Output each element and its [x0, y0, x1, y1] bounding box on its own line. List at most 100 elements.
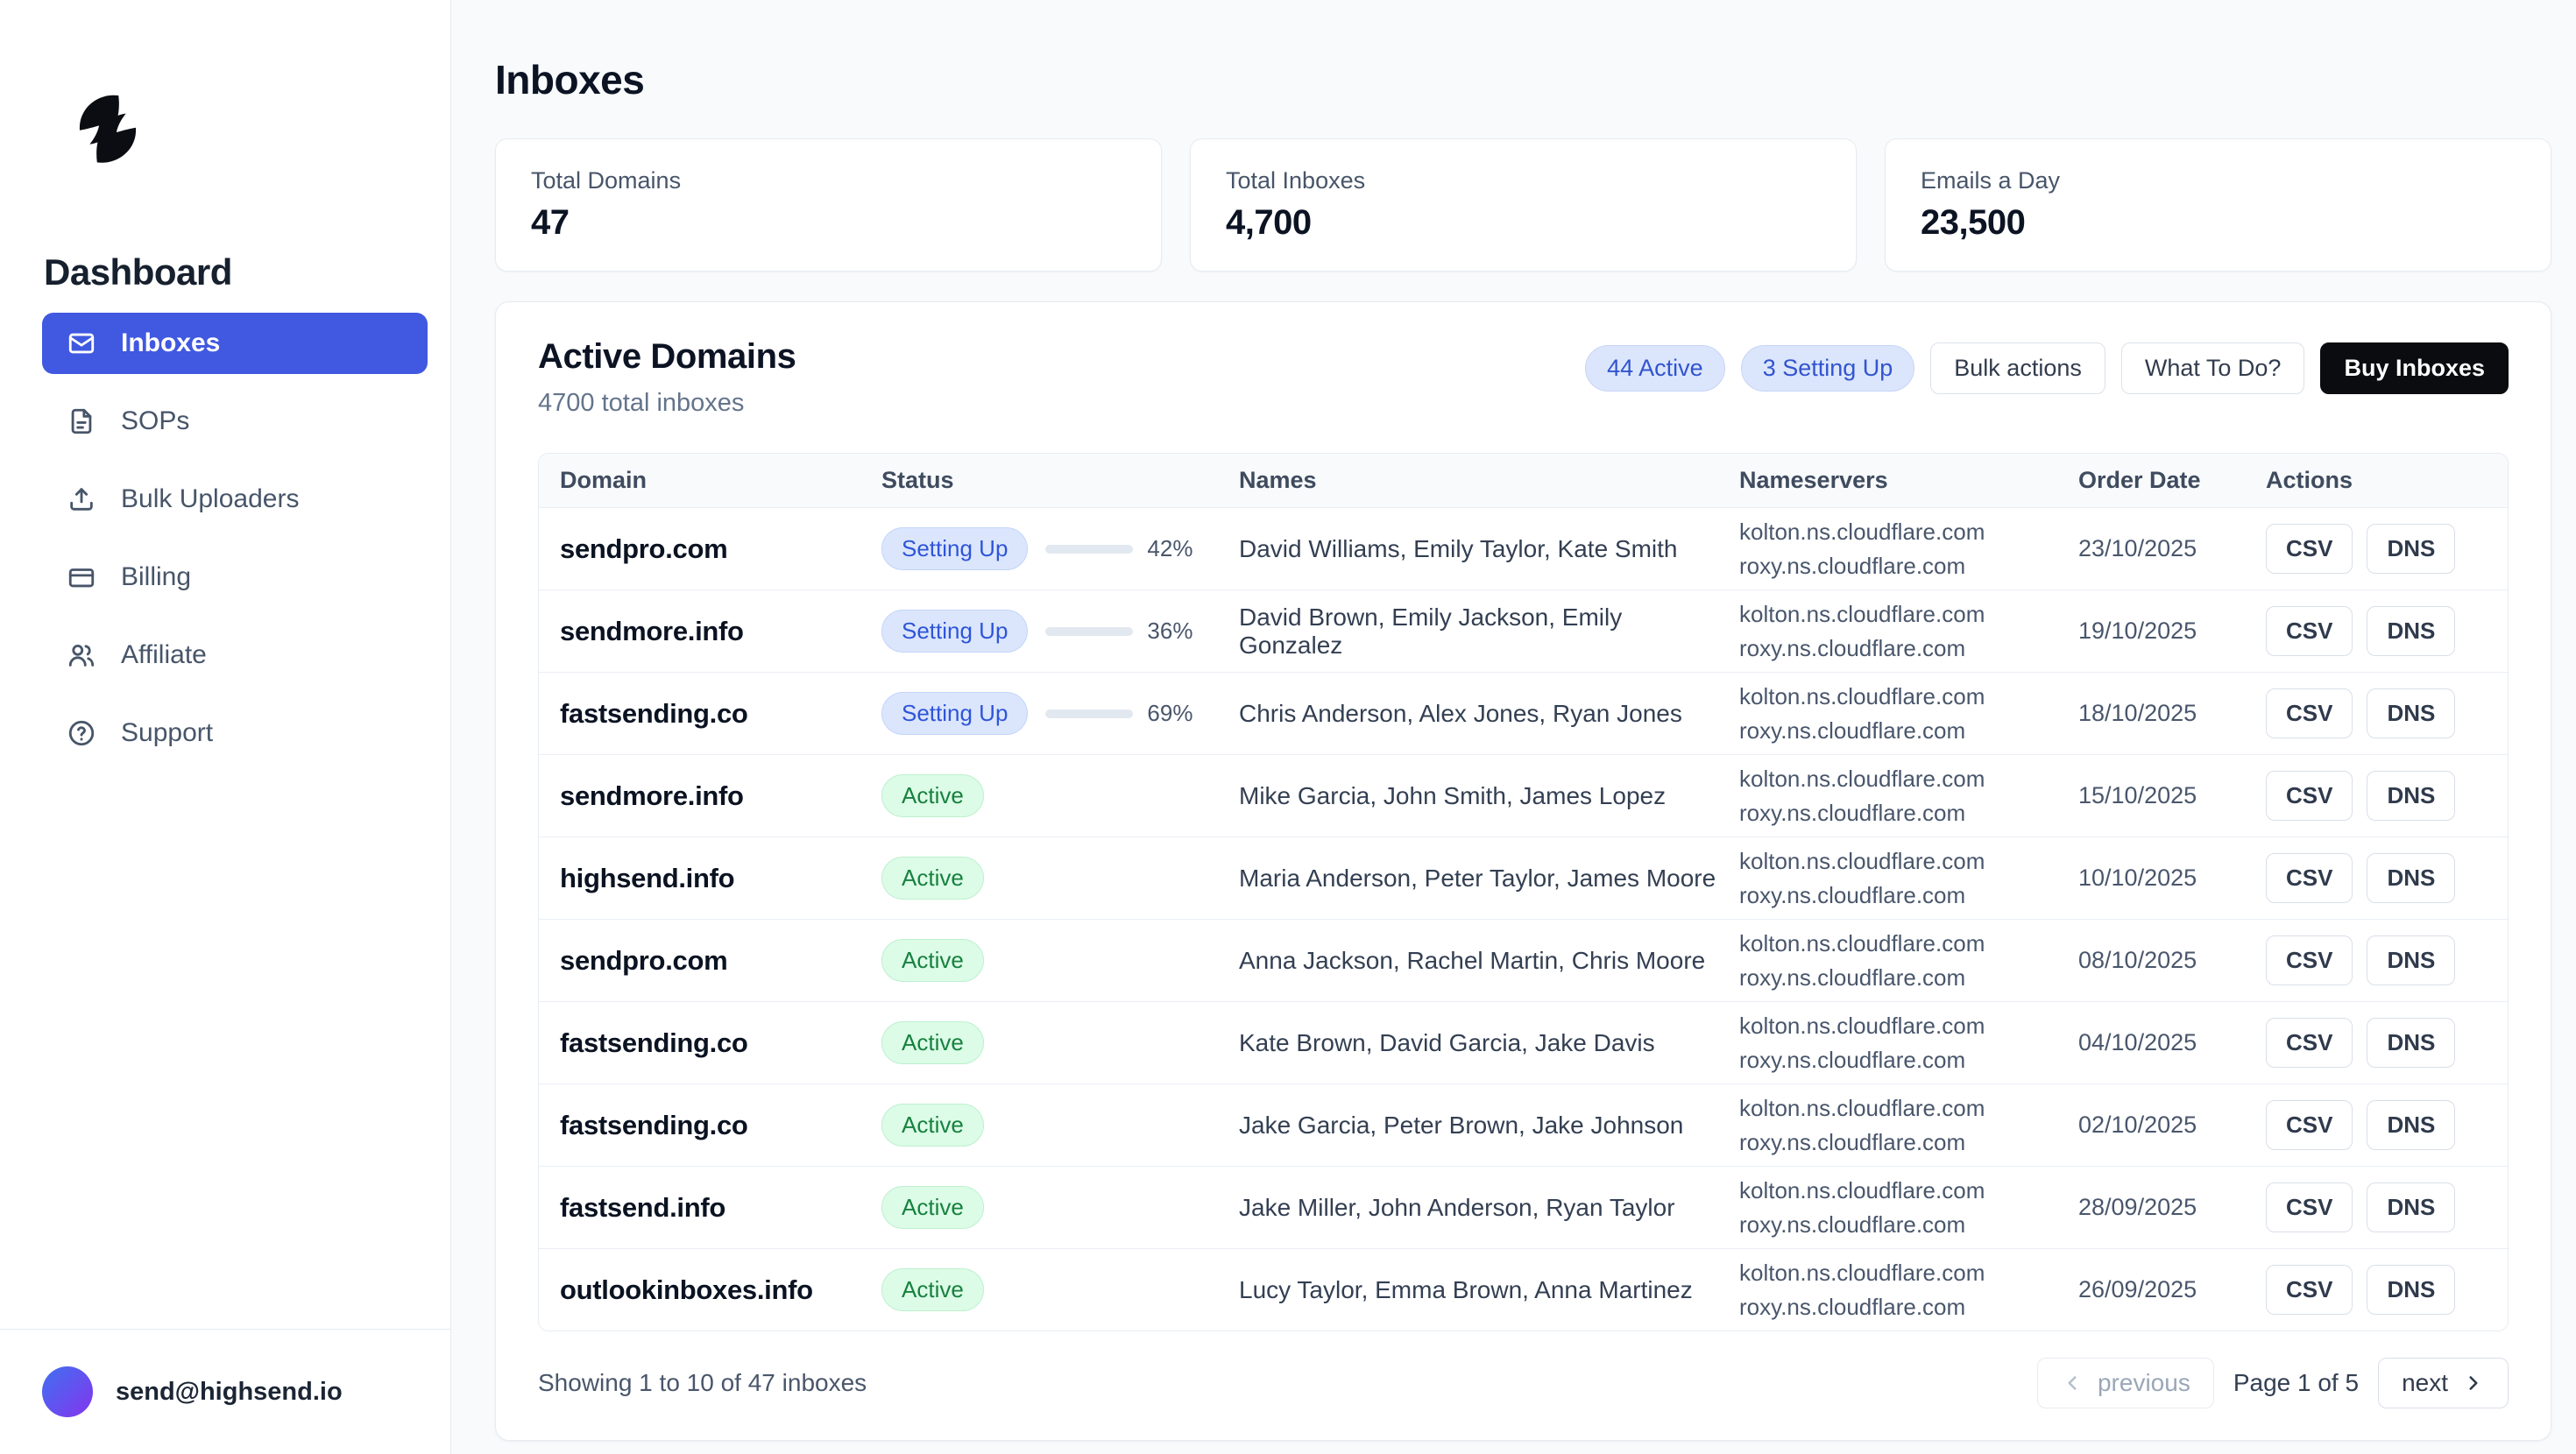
- order-date-cell: 04/10/2025: [2078, 1029, 2197, 1055]
- nameservers-cell: kolton.ns.cloudflare.com roxy.ns.cloudfl…: [1739, 927, 2078, 995]
- page-info: Page 1 of 5: [2233, 1369, 2360, 1396]
- table-body: sendpro.com Setting Up 42% David William…: [539, 507, 2508, 1330]
- next-page-button[interactable]: next: [2378, 1358, 2509, 1408]
- names-cell: David Williams, Emily Taylor, Kate Smith: [1239, 534, 1678, 562]
- stat-value: 23,500: [1921, 203, 2026, 242]
- sidebar-item-label: SOPs: [121, 406, 190, 435]
- nameserver-1: kolton.ns.cloudflare.com: [1739, 847, 1985, 874]
- actions-cell: CSV DNS: [2266, 771, 2508, 821]
- status-badge: Active: [881, 1186, 984, 1229]
- sidebar-item-label: Affiliate: [121, 640, 207, 669]
- names-cell: David Brown, Emily Jackson, Emily Gonzal…: [1239, 603, 1623, 659]
- stats-row: Total Domains 47 Total Inboxes 4,700 Ema…: [495, 138, 2551, 272]
- dns-button[interactable]: DNS: [2367, 1265, 2456, 1315]
- csv-button[interactable]: CSV: [2266, 771, 2353, 821]
- csv-button[interactable]: CSV: [2266, 524, 2353, 574]
- sidebar-item-inboxes[interactable]: Inboxes: [42, 313, 428, 374]
- sidebar-item-support[interactable]: Support: [42, 702, 428, 764]
- stat-value: 4,700: [1226, 203, 1312, 242]
- actions-cell: CSV DNS: [2266, 688, 2508, 738]
- actions-cell: CSV DNS: [2266, 853, 2508, 903]
- user-email: send@highsend.io: [116, 1377, 343, 1406]
- dns-button[interactable]: DNS: [2367, 1182, 2456, 1232]
- chevron-right-icon: [2469, 1376, 2478, 1390]
- dns-button[interactable]: DNS: [2367, 1100, 2456, 1150]
- actions-cell: CSV DNS: [2266, 1265, 2508, 1315]
- order-date-cell: 10/10/2025: [2078, 865, 2197, 891]
- csv-button[interactable]: CSV: [2266, 688, 2353, 738]
- setup-progress: 42%: [1045, 535, 1192, 562]
- nameserver-1: kolton.ns.cloudflare.com: [1739, 765, 1985, 792]
- csv-button[interactable]: CSV: [2266, 606, 2353, 656]
- nameserver-2: roxy.ns.cloudflare.com: [1739, 634, 1966, 661]
- dns-button[interactable]: DNS: [2367, 853, 2456, 903]
- setting-up-count-badge: 3 Setting Up: [1740, 345, 1915, 392]
- nameservers-cell: kolton.ns.cloudflare.com roxy.ns.cloudfl…: [1739, 844, 2078, 913]
- order-date-cell: 19/10/2025: [2078, 618, 2197, 644]
- sidebar-item-bulk-uploaders[interactable]: Bulk Uploaders: [42, 469, 428, 530]
- progress-bar: [1045, 626, 1134, 636]
- dns-button[interactable]: DNS: [2367, 524, 2456, 574]
- sidebar-item-sops[interactable]: SOPs: [42, 391, 428, 452]
- status-badge: Setting Up: [881, 527, 1029, 570]
- domain-cell: highsend.info: [560, 862, 735, 893]
- csv-button[interactable]: CSV: [2266, 935, 2353, 985]
- nameserver-2: roxy.ns.cloudflare.com: [1739, 552, 1966, 579]
- dns-button[interactable]: DNS: [2367, 1018, 2456, 1068]
- nameserver-2: roxy.ns.cloudflare.com: [1739, 881, 1966, 908]
- csv-button[interactable]: CSV: [2266, 1100, 2353, 1150]
- main-content: Inboxes Total Domains 47 Total Inboxes 4…: [451, 0, 2576, 1454]
- active-count-badge: 44 Active: [1585, 345, 1725, 392]
- user-account[interactable]: send@highsend.io: [0, 1329, 450, 1454]
- table-row: fastsending.co Active Kate Brown, David …: [539, 1001, 2508, 1083]
- names-cell: Jake Garcia, Peter Brown, Jake Johnson: [1239, 1111, 1684, 1139]
- actions-cell: CSV DNS: [2266, 1100, 2508, 1150]
- nameserver-1: kolton.ns.cloudflare.com: [1739, 1094, 1985, 1121]
- dns-button[interactable]: DNS: [2367, 771, 2456, 821]
- sidebar-item-label: Bulk Uploaders: [121, 484, 300, 513]
- progress-percent: 36%: [1147, 618, 1193, 644]
- stat-label: Emails a Day: [1921, 167, 2061, 194]
- nameserver-2: roxy.ns.cloudflare.com: [1739, 1210, 1966, 1238]
- next-label: next: [2402, 1369, 2448, 1396]
- status-cell: Active: [881, 1021, 1239, 1064]
- dns-button[interactable]: DNS: [2367, 688, 2456, 738]
- order-date-cell: 08/10/2025: [2078, 947, 2197, 973]
- status-cell: Active: [881, 1104, 1239, 1147]
- sidebar-item-billing[interactable]: Billing: [42, 547, 428, 608]
- names-cell: Mike Garcia, John Smith, James Lopez: [1239, 781, 1667, 809]
- csv-button[interactable]: CSV: [2266, 1182, 2353, 1232]
- panel-title: Active Domains: [538, 337, 796, 376]
- domain-cell: sendmore.info: [560, 615, 744, 646]
- bulk-actions-button[interactable]: Bulk actions: [1930, 342, 2105, 394]
- csv-button[interactable]: CSV: [2266, 1018, 2353, 1068]
- csv-button[interactable]: CSV: [2266, 853, 2353, 903]
- sidebar-item-affiliate[interactable]: Affiliate: [42, 625, 428, 686]
- actions-cell: CSV DNS: [2266, 1018, 2508, 1068]
- panel-subtitle: 4700 total inboxes: [538, 389, 745, 417]
- status-cell: Active: [881, 857, 1239, 900]
- what-to-do-button[interactable]: What To Do?: [2120, 342, 2305, 394]
- column-header-status: Status: [881, 467, 954, 493]
- progress-bar: [1045, 709, 1134, 718]
- status-badge: Setting Up: [881, 610, 1029, 653]
- csv-button[interactable]: CSV: [2266, 1265, 2353, 1315]
- column-header-nameservers: Nameservers: [1739, 467, 1888, 493]
- status-badge: Active: [881, 774, 984, 817]
- stat-label: Total Inboxes: [1226, 167, 1366, 194]
- dns-button[interactable]: DNS: [2367, 935, 2456, 985]
- actions-cell: CSV DNS: [2266, 524, 2508, 574]
- column-header-order-date: Order Date: [2078, 467, 2201, 493]
- domain-cell: outlookinboxes.info: [560, 1274, 813, 1305]
- dns-button[interactable]: DNS: [2367, 606, 2456, 656]
- sidebar-item-label: Billing: [121, 562, 192, 591]
- nameservers-cell: kolton.ns.cloudflare.com roxy.ns.cloudfl…: [1739, 1256, 2078, 1324]
- buy-inboxes-button[interactable]: Buy Inboxes: [2320, 342, 2509, 394]
- status-badge: Active: [881, 1104, 984, 1147]
- previous-page-button[interactable]: previous: [2036, 1358, 2214, 1408]
- panel-controls: 44 Active 3 Setting Up Bulk actions What…: [1585, 342, 2509, 394]
- names-cell: Kate Brown, David Garcia, Jake Davis: [1239, 1028, 1655, 1056]
- domain-cell: fastsend.info: [560, 1191, 726, 1223]
- brand-logo-icon: [79, 95, 137, 163]
- actions-cell: CSV DNS: [2266, 1182, 2508, 1232]
